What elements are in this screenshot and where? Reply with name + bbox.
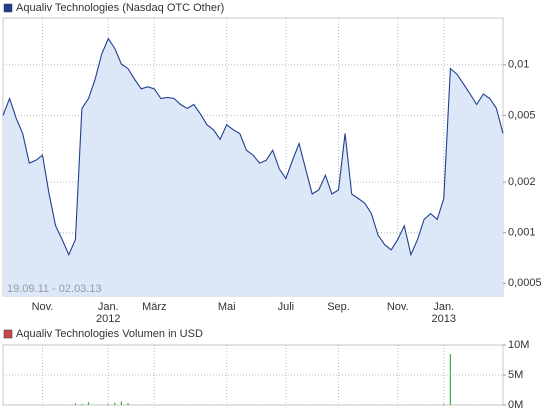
price-line xyxy=(2,37,504,257)
x-tick-label: Juli xyxy=(278,301,295,313)
x-tick-label: Mai xyxy=(218,301,236,313)
y-tick-label: 0,001 xyxy=(508,227,536,239)
price-area xyxy=(3,38,503,296)
volume-bar xyxy=(127,403,129,405)
y-tick-label: 0,002 xyxy=(508,176,536,188)
x-tick-label: Jan. xyxy=(98,301,119,313)
x-tick-label: Nov. xyxy=(32,301,54,313)
y-tick-label: 5M xyxy=(508,369,523,381)
legend-swatch xyxy=(3,3,13,13)
y-tick-label: 0M xyxy=(508,399,523,411)
legend-label: Aqualiv Technologies Volumen in USD xyxy=(16,328,203,340)
x-tick-label: Jan. xyxy=(433,301,454,313)
y-tick-label: 10M xyxy=(508,339,529,351)
legend-swatch xyxy=(3,329,13,339)
volume-bar xyxy=(107,403,109,405)
legend-label: Aqualiv Technologies (Nasdaq OTC Other) xyxy=(16,2,224,14)
y-tick-label: 0,01 xyxy=(508,59,529,71)
x-tick-label: März xyxy=(142,301,166,313)
volume-bar xyxy=(74,403,76,405)
y-tick-label: 0,005 xyxy=(508,109,536,121)
date-range: 19.09.11 - 02.03.13 xyxy=(7,283,102,295)
volume-bar xyxy=(81,404,83,405)
x-tick-label: Nov. xyxy=(387,301,409,313)
volume-bar xyxy=(449,354,451,405)
x-tick-label: Sep. xyxy=(327,301,350,313)
y-tick-label: 0,0005 xyxy=(508,277,542,289)
volume-bar xyxy=(443,403,445,405)
x-year-label: 2012 xyxy=(96,313,120,325)
volume-bar xyxy=(87,402,90,405)
x-year-label: 2013 xyxy=(432,313,456,325)
volume-bar xyxy=(114,402,116,405)
volume-bar xyxy=(120,401,123,405)
